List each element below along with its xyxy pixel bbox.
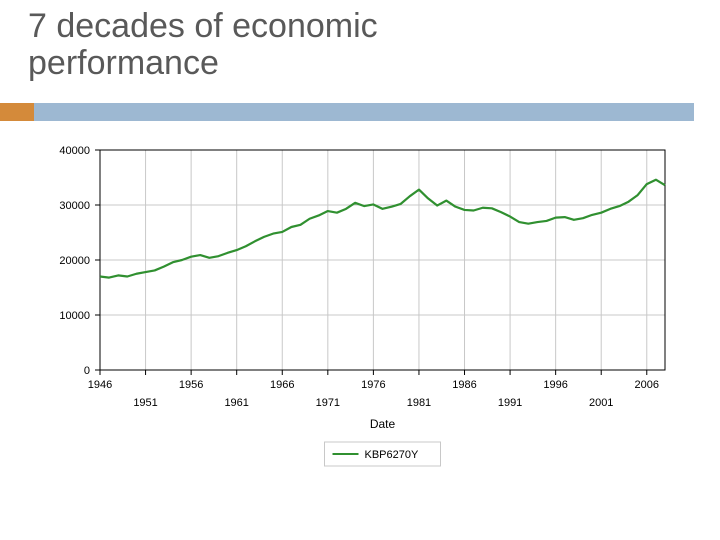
ytick-label: 40000 (59, 145, 90, 157)
legend-label: KBP6270Y (365, 449, 419, 461)
xtick-label-top: 1946 (88, 379, 112, 391)
ytick-label: 10000 (59, 310, 90, 322)
xtick-label-top: 1986 (452, 379, 476, 391)
xtick-label-top: 2006 (635, 379, 659, 391)
xtick-label-bottom: 1961 (224, 397, 248, 409)
series-line (100, 180, 665, 278)
title-rule (0, 103, 720, 121)
title-line2: performance (28, 45, 378, 82)
chart-svg: 0 10000 20000 30000 40000 1946 1956 1966 1976 198… (40, 140, 680, 500)
chart: 0 10000 20000 30000 40000 1946 1956 1966 1976 198… (40, 140, 680, 500)
xtick-label-bottom: 1971 (316, 397, 340, 409)
xtick-label-bottom: 1991 (498, 397, 522, 409)
rule-orange (0, 103, 34, 121)
ytick-label: 0 (84, 365, 90, 377)
xtick-label-top: 1966 (270, 379, 294, 391)
xtick-label-bottom: 1951 (133, 397, 157, 409)
xtick-label-bottom: 2001 (589, 397, 613, 409)
title-line1: 7 decades of economic (28, 8, 378, 45)
slide-root: 7 decades of economic performance 0 10000… (0, 0, 720, 540)
title-block: 7 decades of economic performance (28, 8, 378, 83)
xtick-label-bottom: 1981 (407, 397, 431, 409)
ytick-label: 30000 (59, 200, 90, 212)
xtick-label-top: 1956 (179, 379, 203, 391)
rule-blue (34, 103, 694, 121)
x-axis-title: Date (370, 417, 396, 431)
xtick-label-top: 1996 (543, 379, 567, 391)
ytick-label: 20000 (59, 255, 90, 267)
xtick-label-top: 1976 (361, 379, 385, 391)
